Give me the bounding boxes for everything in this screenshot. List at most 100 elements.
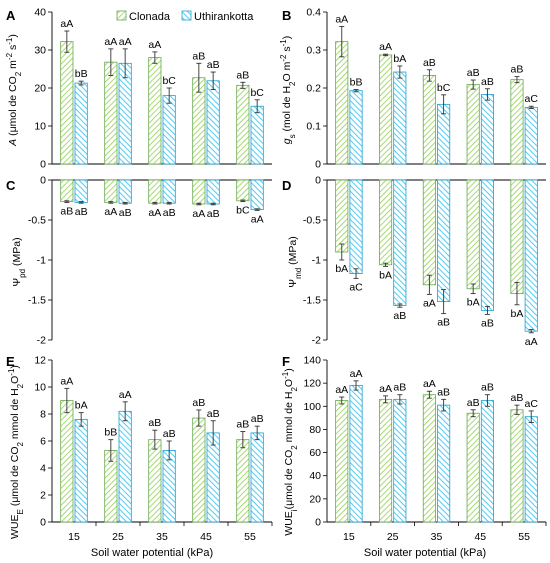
bar-uthirankotta — [393, 179, 407, 306]
significance-label: aB — [511, 64, 524, 76]
panel-d: D Ψmd (MPa) — [282, 178, 303, 288]
x-tick-label: 15 — [68, 531, 80, 543]
bar-uthirankotta — [524, 179, 538, 332]
x-tick-label: 45 — [474, 531, 486, 543]
y-tick-label: 0.2 — [306, 83, 321, 95]
significance-label: bC — [437, 82, 451, 94]
bar-clonada — [148, 439, 162, 523]
bar-uthirankotta — [118, 410, 132, 523]
x-tick-label: 25 — [112, 531, 124, 543]
significance-label: aC — [525, 398, 539, 410]
bar-clonada — [192, 417, 206, 523]
y-tick-label: 0 — [40, 159, 46, 171]
y-axis-title-a: A (μmol de CO2 m-2 s-1) — [5, 34, 23, 147]
y-tick-label: 40 — [34, 7, 46, 19]
bar-clonada — [60, 179, 74, 203]
legend: Clonada Uthirankotta — [116, 10, 254, 23]
y-tick-label: 0 — [315, 175, 321, 187]
bar-clonada — [335, 400, 349, 523]
bar-uthirankotta — [118, 62, 132, 165]
y-tick-label: -0.5 — [303, 215, 321, 227]
y-axis-title-e: WUEE (μmol de CO2 mmol de H2O-1) — [7, 365, 25, 539]
y-tick-label: 120 — [303, 378, 321, 390]
bar-uthirankotta — [524, 106, 538, 165]
y-axis-title-c: Ψpd (MPa) — [11, 237, 27, 286]
significance-label: aA — [119, 36, 132, 48]
bar-clonada — [192, 179, 206, 205]
panel-e: E WUEE (μmol de CO2 mmol de H2O-1) — [6, 354, 25, 539]
significance-label: aB — [467, 67, 480, 79]
significance-label: aA — [525, 336, 538, 348]
panel-label: A — [6, 8, 16, 23]
significance-label: aB — [467, 397, 480, 409]
significance-label: aA — [192, 208, 205, 220]
significance-label: aB — [192, 50, 205, 62]
y-tick-label: -2 — [37, 335, 46, 347]
bar-uthirankotta — [524, 416, 538, 523]
significance-label: aC — [525, 93, 539, 105]
y-tick-label: 4 — [40, 463, 46, 475]
significance-label: aA — [148, 39, 161, 51]
legend-label-clonada: Clonada — [129, 11, 171, 23]
panel-label: B — [282, 8, 291, 23]
y-tick-label: 8 — [40, 409, 46, 421]
x-tick-label: 45 — [200, 531, 212, 543]
bar-clonada — [236, 439, 250, 523]
panel-b: B gs (mol de H2O m-2 s-1) — [279, 8, 297, 144]
significance-label: bC — [236, 205, 250, 217]
bar-uthirankotta — [162, 179, 176, 204]
x-tick-label: 55 — [244, 531, 256, 543]
bar-clonada — [466, 84, 480, 165]
significance-label: aA — [379, 383, 392, 395]
bar-clonada — [422, 179, 436, 286]
y-tick-label: 0 — [315, 517, 321, 529]
significance-label: bC — [162, 75, 176, 87]
significance-label: bB — [75, 68, 88, 80]
significance-label: bA — [75, 400, 88, 412]
y-tick-label: 0.3 — [306, 45, 321, 57]
significance-label: aA — [104, 36, 117, 48]
significance-label: bA — [467, 297, 480, 309]
y-tick-label: 0.4 — [306, 7, 321, 19]
significance-label: aB — [437, 386, 450, 398]
bar-clonada — [466, 179, 480, 290]
y-tick-label: 12 — [34, 355, 46, 367]
significance-label: aA — [335, 13, 348, 25]
bar-clonada — [379, 398, 393, 523]
y-tick-label: -1.5 — [303, 295, 321, 307]
panel-label: E — [6, 354, 15, 369]
x-axis-title-right: Soil water potential (kPa) — [364, 547, 486, 559]
y-tick-label: 80 — [309, 424, 321, 436]
bar-uthirankotta — [74, 418, 88, 523]
significance-label: bA — [511, 308, 524, 320]
x-tick-label: 55 — [518, 531, 530, 543]
significance-label: bA — [335, 263, 348, 275]
y-tick-label: 0.1 — [306, 121, 321, 133]
significance-label: aB — [207, 408, 220, 420]
legend-label-uthirankotta: Uthirankotta — [194, 11, 254, 23]
bar-clonada — [422, 75, 436, 165]
significance-label: aA — [423, 378, 436, 390]
y-tick-label: 6 — [40, 436, 46, 448]
bar-uthirankotta — [349, 90, 363, 165]
significance-label: bA — [379, 269, 392, 281]
significance-label: aA — [379, 41, 392, 53]
bar-uthirankotta — [480, 179, 494, 311]
y-axis-title-f: WUEi(μmol de CO2 mmol de H2O-1) — [281, 368, 299, 535]
significance-label: aB — [148, 417, 161, 429]
bar-uthirankotta — [393, 71, 407, 165]
y-tick-label: -2 — [312, 335, 321, 347]
bar-uthirankotta — [206, 179, 220, 205]
bar-clonada — [60, 41, 74, 165]
significance-label: aB — [511, 392, 524, 404]
y-tick-label: 30 — [34, 45, 46, 57]
bar-clonada — [422, 394, 436, 523]
y-tick-label: 0 — [315, 159, 321, 171]
bar-uthirankotta — [118, 179, 132, 204]
significance-label: aB — [236, 419, 249, 431]
